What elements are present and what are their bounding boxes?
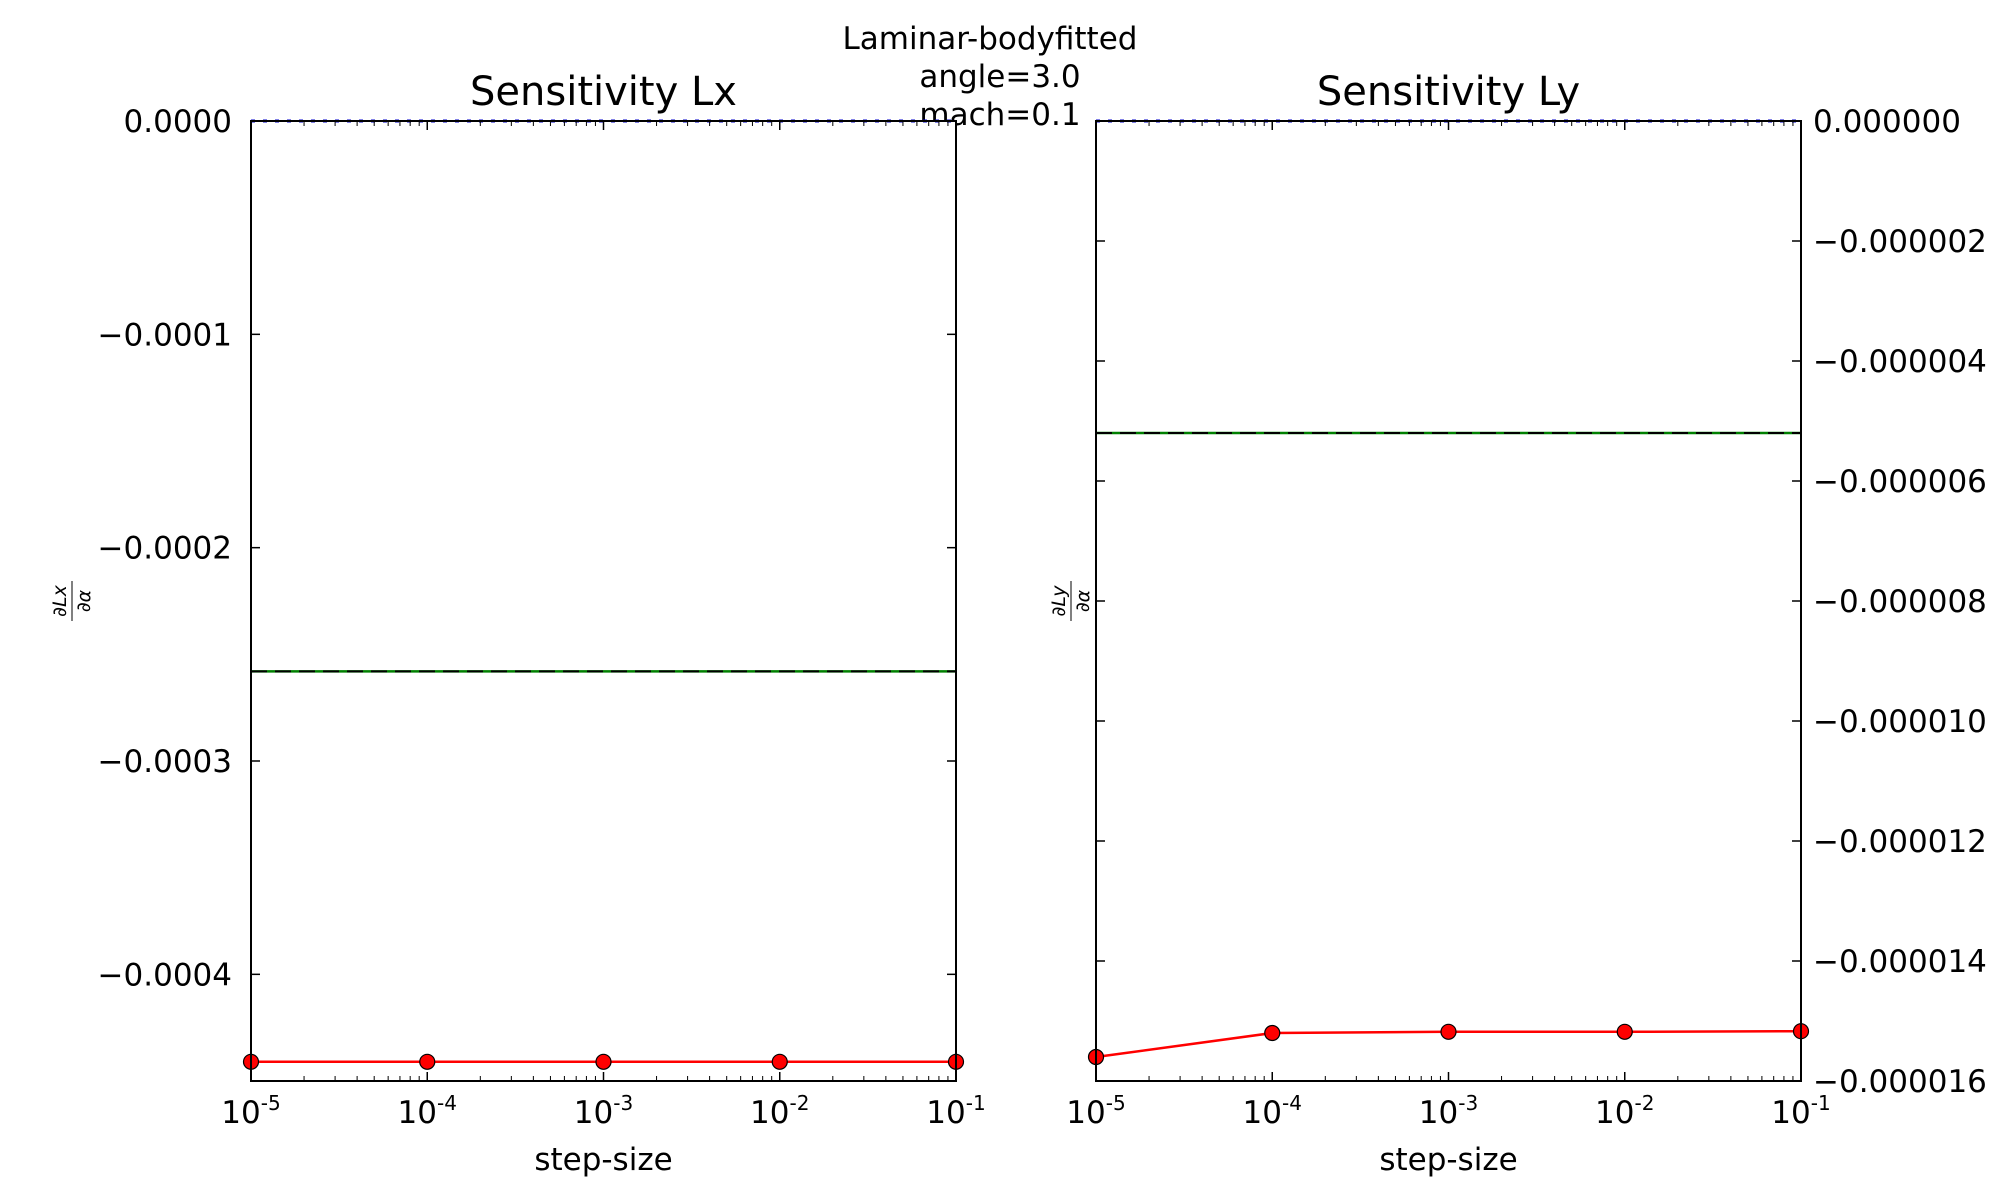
y-tick-label: −0.000016 bbox=[1813, 1064, 1987, 1100]
panel-sensitivity-ly: Sensitivity Ly 10-5 10-4 10-3 10-2 10-1 0.0000… bbox=[1048, 69, 1987, 1178]
y-tick-label: −0.000004 bbox=[1813, 344, 1987, 380]
x-tick-label: 10-5 bbox=[1066, 1091, 1125, 1131]
y-tick-label: 0.0000 bbox=[124, 104, 232, 140]
y-axis-label-numerator: ∂Ly bbox=[1048, 585, 1070, 617]
y-tick-label: −0.000002 bbox=[1813, 224, 1987, 260]
x-axis-label: step-size bbox=[1379, 1142, 1517, 1178]
y-axis-label-numerator: ∂Lx bbox=[49, 584, 71, 616]
x-tick-label: 10-3 bbox=[574, 1091, 633, 1131]
x-tick-label: 10-2 bbox=[1595, 1091, 1654, 1131]
x-tick-label: 10-5 bbox=[221, 1091, 280, 1131]
y-tick-label: −0.0001 bbox=[98, 317, 232, 353]
x-axis-label: step-size bbox=[534, 1142, 672, 1178]
fd-data-point bbox=[1264, 1024, 1281, 1042]
figure-suptitle: Laminar-bodyfitted angle=3.0 mach=0.1 bbox=[843, 21, 1138, 133]
y-tick-label: 0.000000 bbox=[1813, 104, 1961, 140]
y-tick-label: −0.000006 bbox=[1813, 464, 1987, 500]
y-tick-label: −0.0003 bbox=[98, 744, 232, 780]
y-axis-label-denominator: ∂α bbox=[1072, 589, 1094, 612]
fd-data-point bbox=[595, 1053, 612, 1070]
fd-data-point bbox=[1440, 1023, 1457, 1040]
y-tick-label: −0.0004 bbox=[98, 957, 232, 993]
y-axis-label-denominator: ∂α bbox=[73, 589, 95, 612]
y-axis-label: ∂Lx ∂α bbox=[49, 581, 95, 621]
y-tick-label: −0.000008 bbox=[1813, 584, 1987, 620]
y-tick-label: −0.000014 bbox=[1813, 944, 1987, 980]
y-tick-label: −0.000012 bbox=[1813, 824, 1987, 860]
panel-title: Sensitivity Lx bbox=[470, 69, 737, 115]
y-axis-label: ∂Ly ∂α bbox=[1048, 581, 1094, 621]
panel-sensitivity-lx: Sensitivity Lx 10-5 10-4 10-3 10-2 10-1 0.0000… bbox=[49, 69, 986, 1178]
x-tick-label: 10-1 bbox=[1771, 1091, 1830, 1131]
panel-title: Sensitivity Ly bbox=[1317, 69, 1580, 115]
x-tick-label: 10-1 bbox=[926, 1091, 985, 1131]
x-tick-label: 10-2 bbox=[750, 1091, 809, 1131]
plot-area bbox=[251, 121, 956, 1081]
x-tick-label: 10-3 bbox=[1419, 1091, 1478, 1131]
x-tick-label: 10-4 bbox=[1243, 1091, 1302, 1131]
suptitle-line-1: Laminar-bodyfitted bbox=[843, 21, 1138, 57]
fd-data-point bbox=[1616, 1023, 1633, 1040]
y-tick-label: −0.0002 bbox=[98, 531, 232, 567]
fd-data-point bbox=[771, 1053, 788, 1070]
x-tick-label: 10-4 bbox=[398, 1091, 457, 1131]
y-tick-label: −0.000010 bbox=[1813, 704, 1987, 740]
suptitle-line-2: angle=3.0 bbox=[919, 59, 1080, 95]
plot-area bbox=[1096, 121, 1801, 1081]
fd-data-point bbox=[419, 1053, 436, 1070]
